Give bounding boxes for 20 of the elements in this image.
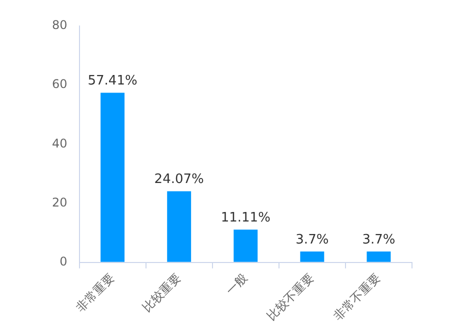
bar [234, 230, 258, 262]
data-label: 11.11% [220, 210, 270, 226]
x-tick-label: 比较不重要 [264, 270, 317, 324]
x-tick-label: 非常重要 [73, 270, 117, 315]
y-tick-label: 80 [52, 18, 68, 32]
x-tick-label: 非常不重要 [330, 270, 384, 324]
bar [167, 191, 192, 262]
y-tick-label: 0 [60, 254, 68, 269]
data-label: 24.07% [154, 172, 204, 188]
data-label: 3.7% [296, 232, 329, 248]
y-tick-label: 20 [52, 195, 68, 210]
x-tick-label: 比较重要 [140, 270, 184, 315]
x-tick-label: 一般 [223, 270, 250, 298]
bar [300, 251, 324, 262]
bar [366, 251, 391, 262]
data-label: 57.41% [88, 74, 138, 89]
bar [100, 92, 125, 262]
data-label: 3.7% [362, 232, 396, 248]
y-tick-label: 40 [52, 136, 68, 150]
y-tick-label: 60 [52, 77, 68, 92]
